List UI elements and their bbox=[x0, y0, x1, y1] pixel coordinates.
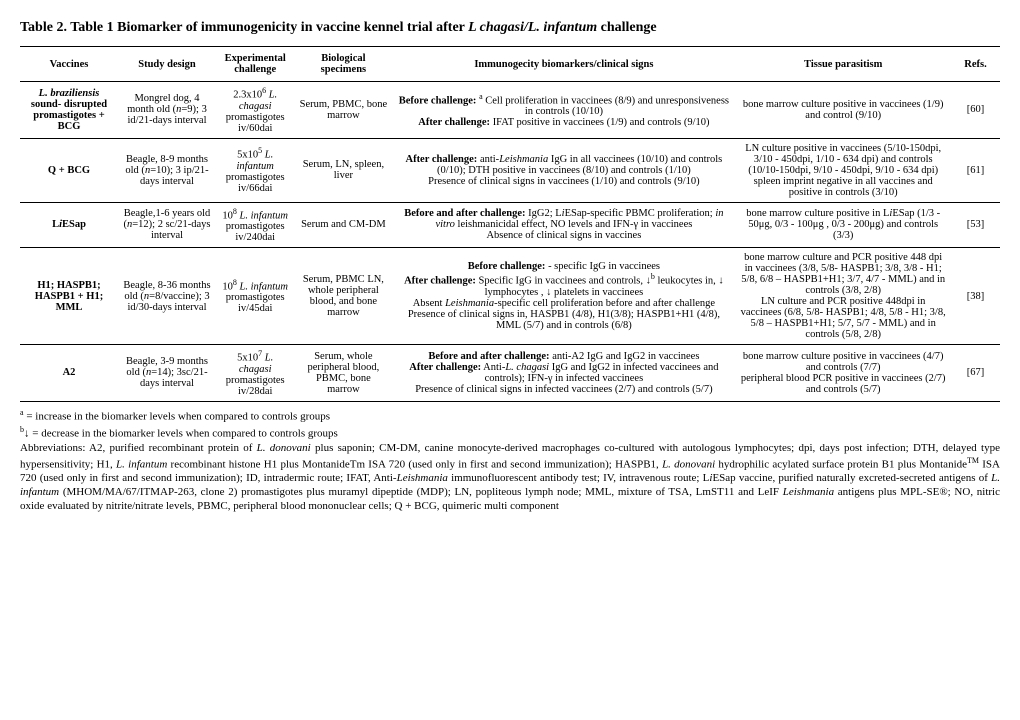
cell-specimen: Serum, PBMC LN, whole peripheral blood, … bbox=[294, 248, 392, 345]
col-immuno-biomarkers: Immunogecity biomarkers/clinical signs bbox=[392, 47, 735, 82]
table-row: H1; HASPB1; HASPB1 + H1; MMLBeagle, 8-36… bbox=[20, 248, 1000, 345]
cell-tissue: bone marrow culture positive in LiESap (… bbox=[735, 202, 951, 248]
header-row: Vaccines Study design Experimental chall… bbox=[20, 47, 1000, 82]
cell-biomarkers: Before and after challenge: anti-A2 IgG … bbox=[392, 345, 735, 402]
col-tissue-parasitism: Tissue parasitism bbox=[735, 47, 951, 82]
cell-challenge: 5x105 L. infantum promastigotes iv/66dai bbox=[216, 138, 294, 202]
cell-ref: [61] bbox=[951, 138, 1000, 202]
cell-specimen: Serum, LN, spleen, liver bbox=[294, 138, 392, 202]
table-row: Q + BCGBeagle, 8-9 months old (n=10); 3 … bbox=[20, 138, 1000, 202]
cell-study: Beagle, 8-9 months old (n=10); 3 ip/21-d… bbox=[118, 138, 216, 202]
cell-study: Beagle, 3-9 months old (n=14); 3sc/21-da… bbox=[118, 345, 216, 402]
cell-challenge: 5x107 L. chagasi promastigotes iv/28dai bbox=[216, 345, 294, 402]
cell-ref: [38] bbox=[951, 248, 1000, 345]
col-refs: Refs. bbox=[951, 47, 1000, 82]
cell-study: Mongrel dog, 4 month old (n=9); 3 id/21-… bbox=[118, 82, 216, 139]
cell-ref: [60] bbox=[951, 82, 1000, 139]
cell-vaccine: LiESap bbox=[20, 202, 118, 248]
cell-ref: [53] bbox=[951, 202, 1000, 248]
title-em: L chagasi/L. infantum bbox=[468, 20, 597, 35]
table-row: LiESapBeagle,1-6 years old (n=12); 2 sc/… bbox=[20, 202, 1000, 248]
cell-vaccine: A2 bbox=[20, 345, 118, 402]
col-bio-specimens: Biological specimens bbox=[294, 47, 392, 82]
cell-challenge: 2.3x106 L. chagasi promastigotes iv/60da… bbox=[216, 82, 294, 139]
cell-vaccine: Q + BCG bbox=[20, 138, 118, 202]
cell-challenge: 108 L. infantum promastigotes iv/240dai bbox=[216, 202, 294, 248]
cell-biomarkers: Before and after challenge: IgG2; LiESap… bbox=[392, 202, 735, 248]
abbreviations: Abbreviations: A2, purified recombinant … bbox=[20, 442, 1000, 513]
table-title: Table 2. Table 1 Biomarker of immunogeni… bbox=[20, 20, 1000, 36]
table-row: A2Beagle, 3-9 months old (n=14); 3sc/21-… bbox=[20, 345, 1000, 402]
cell-study: Beagle, 8-36 months old (n=8/vaccine); 3… bbox=[118, 248, 216, 345]
cell-vaccine: H1; HASPB1; HASPB1 + H1; MML bbox=[20, 248, 118, 345]
table-row: L. braziliensis sound- disrupted promast… bbox=[20, 82, 1000, 139]
cell-tissue: bone marrow culture and PCR positive 448… bbox=[735, 248, 951, 345]
cell-biomarkers: After challenge: anti-Leishmania IgG in … bbox=[392, 138, 735, 202]
cell-tissue: LN culture positive in vaccinees (5/10-1… bbox=[735, 138, 951, 202]
cell-study: Beagle,1-6 years old (n=12); 2 sc/21-day… bbox=[118, 202, 216, 248]
cell-tissue: bone marrow culture positive in vaccinee… bbox=[735, 345, 951, 402]
title-suffix: challenge bbox=[597, 20, 657, 35]
cell-tissue: bone marrow culture positive in vaccinee… bbox=[735, 82, 951, 139]
col-vaccines: Vaccines bbox=[20, 47, 118, 82]
cell-biomarkers: Before challenge: a Cell proliferation i… bbox=[392, 82, 735, 139]
footnote-b: b↓ = decrease in the biomarker levels wh… bbox=[20, 425, 1000, 441]
col-study-design: Study design bbox=[118, 47, 216, 82]
cell-challenge: 108 L. infantum promastigotes iv/45dai bbox=[216, 248, 294, 345]
cell-vaccine: L. braziliensis sound- disrupted promast… bbox=[20, 82, 118, 139]
cell-specimen: Serum, PBMC, bone marrow bbox=[294, 82, 392, 139]
table-body: L. braziliensis sound- disrupted promast… bbox=[20, 82, 1000, 402]
footnote-a: a = increase in the biomarker levels whe… bbox=[20, 408, 1000, 424]
cell-specimen: Serum and CM-DM bbox=[294, 202, 392, 248]
cell-specimen: Serum, whole peripheral blood, PBMC, bon… bbox=[294, 345, 392, 402]
biomarker-table: Vaccines Study design Experimental chall… bbox=[20, 46, 1000, 402]
footnotes: a = increase in the biomarker levels whe… bbox=[20, 408, 1000, 514]
cell-biomarkers: Before challenge: - specific IgG in vacc… bbox=[392, 248, 735, 345]
cell-ref: [67] bbox=[951, 345, 1000, 402]
title-prefix: Table 2. Table 1 Biomarker of immunogeni… bbox=[20, 20, 468, 35]
col-exp-challenge: Experimental challenge bbox=[216, 47, 294, 82]
